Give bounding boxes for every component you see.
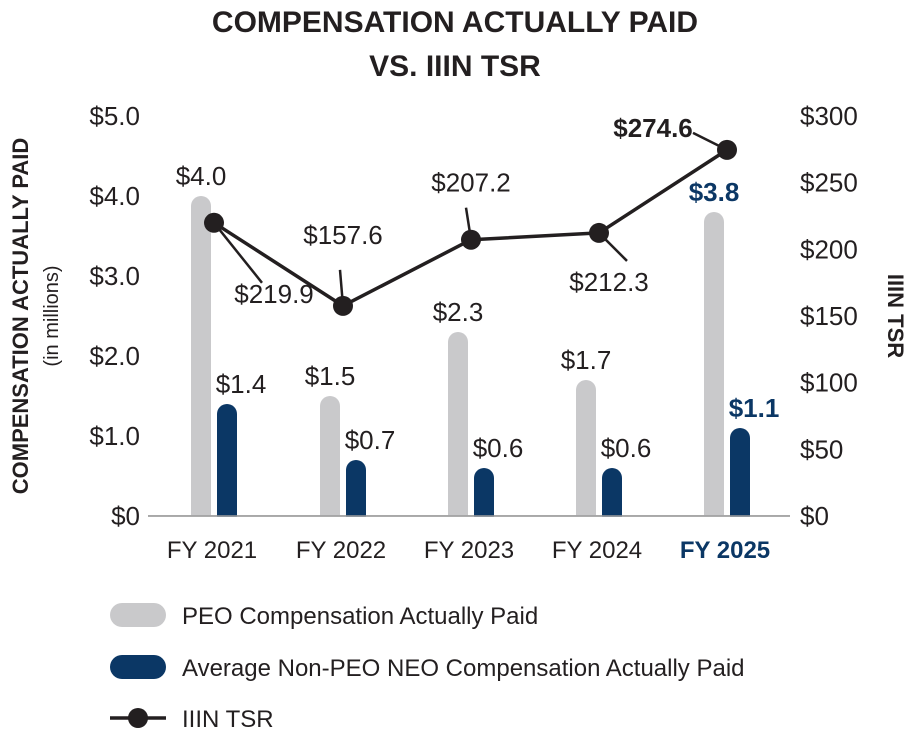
legend-swatch-neo (110, 655, 166, 679)
neo-bar (602, 468, 622, 526)
bar-base-mask (148, 516, 790, 531)
x-axis-category-label: FY 2025 (680, 537, 770, 564)
left-axis-tick-label: $1.0 (89, 421, 140, 451)
x-axis-category-label: FY 2024 (552, 537, 642, 564)
right-axis-title: IIIN TSR (883, 274, 908, 358)
right-axis-tick-label: $150 (800, 301, 858, 331)
right-axis-tick-label: $300 (800, 101, 858, 131)
peo-bar-value-label: $1.7 (561, 345, 612, 375)
x-axis-category-label: FY 2021 (167, 537, 257, 564)
right-axis-tick-label: $100 (800, 368, 858, 398)
neo-bar-value-label: $1.1 (729, 393, 780, 423)
neo-bar-value-label: $0.6 (601, 433, 652, 463)
tsr-point (717, 139, 737, 160)
peo-bar-value-label: $4.0 (176, 161, 227, 191)
neo-bar-value-label: $0.6 (473, 433, 524, 463)
tsr-value-label: $219.9 (234, 279, 314, 309)
right-axis-tick-label: $50 (800, 434, 843, 464)
tsr-point (589, 222, 609, 243)
legend-swatch-tsr-marker (128, 708, 148, 728)
left-axis-tick-label: $5.0 (89, 101, 140, 131)
neo-bar (217, 404, 237, 526)
neo-bar (474, 468, 494, 526)
legend-item-label: IIIN TSR (182, 706, 274, 733)
x-axis-category-label: FY 2023 (424, 537, 514, 564)
neo-bar (730, 428, 750, 526)
right-axis-tick-label: $0 (800, 501, 829, 531)
x-axis-category-label: FY 2022 (296, 537, 386, 564)
legend-swatch-peo (110, 603, 166, 627)
peo-bar-value-label: $3.8 (689, 177, 740, 207)
left-axis-tick-label: $2.0 (89, 341, 140, 371)
tsr-point (461, 229, 481, 250)
tsr-point (204, 212, 224, 233)
tsr-value-label: $157.6 (303, 220, 383, 250)
neo-bar-value-label: $0.7 (345, 425, 396, 455)
peo-bar-value-label: $1.5 (305, 361, 356, 391)
chart-title-line-2: VS. IIIN TSR (369, 50, 541, 83)
tsr-value-label: $212.3 (569, 267, 649, 297)
legend-item-label: Average Non-PEO NEO Compensation Actuall… (182, 655, 745, 682)
left-axis-tick-label: $3.0 (89, 261, 140, 291)
right-axis-tick-label: $200 (800, 234, 858, 264)
left-axis-subtitle: (in millions) (41, 265, 63, 366)
legend-item-label: PEO Compensation Actually Paid (182, 603, 538, 630)
peo-bar (704, 212, 724, 526)
left-axis-title: COMPENSATION ACTUALLY PAID (8, 138, 33, 495)
left-axis-tick-label: $4.0 (89, 181, 140, 211)
peo-bar (320, 396, 340, 526)
peo-bar (576, 380, 596, 526)
right-axis-tick-label: $250 (800, 168, 858, 198)
chart-title-line-1: COMPENSATION ACTUALLY PAID (212, 6, 698, 39)
neo-bar (346, 460, 366, 526)
tsr-value-label: $207.2 (431, 168, 511, 198)
tsr-value-label: $274.6 (613, 113, 693, 143)
left-axis-tick-label: $0 (111, 501, 140, 531)
peo-bar-value-label: $2.3 (433, 297, 484, 327)
tsr-label-leader (213, 222, 263, 284)
tsr-point (333, 295, 353, 316)
neo-bar-value-label: $1.4 (216, 369, 267, 399)
peo-bar (191, 196, 211, 526)
peo-bar (448, 332, 468, 526)
